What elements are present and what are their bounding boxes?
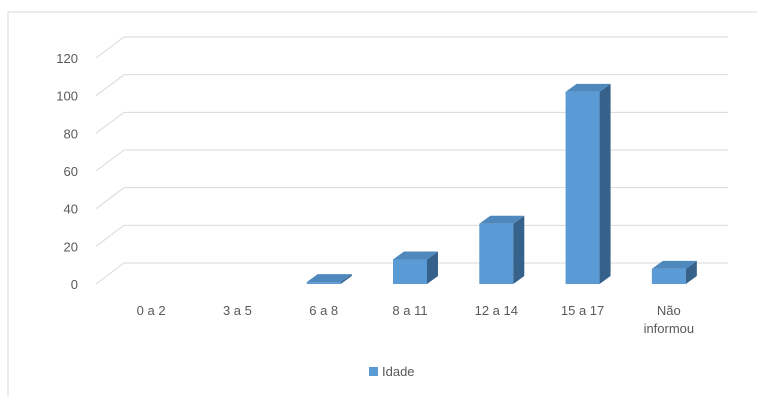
gridline xyxy=(95,224,728,247)
bar-side xyxy=(340,274,352,284)
x-tick-label: 8 a 11 xyxy=(392,303,427,318)
bar-front xyxy=(651,268,686,284)
bar-top xyxy=(393,251,438,260)
gridline xyxy=(95,262,728,285)
bar-front xyxy=(565,91,600,285)
gridline xyxy=(95,36,728,59)
gridlines xyxy=(95,36,728,285)
y-axis-ticks: 0 20 40 60 80 100 120 xyxy=(56,51,78,292)
x-axis-ticks: 0 a 2 3 a 5 6 a 8 8 a 11 12 a 14 15 a 17 Não in… xyxy=(137,303,694,336)
bar-side xyxy=(427,251,438,284)
bar-top xyxy=(651,260,697,269)
x-tick-label: 0 a 2 xyxy=(137,303,166,318)
y-tick-label: 60 xyxy=(64,164,78,179)
bar-front xyxy=(393,259,427,284)
y-tick-label: 80 xyxy=(64,126,78,141)
y-tick-label: 40 xyxy=(64,202,78,217)
legend-swatch xyxy=(369,367,378,376)
bar-top xyxy=(306,274,352,283)
bar-side xyxy=(599,83,611,285)
x-tick-label: 12 a 14 xyxy=(475,303,518,318)
gridline xyxy=(95,74,728,97)
y-tick-label: 20 xyxy=(64,239,78,254)
legend-label: Idade xyxy=(382,364,415,379)
gridline xyxy=(95,187,728,210)
bar-side xyxy=(513,215,525,284)
x-tick-label: 3 a 5 xyxy=(223,303,252,318)
legend: Idade xyxy=(369,364,415,379)
bar-front xyxy=(479,223,514,284)
bars xyxy=(306,83,697,285)
x-tick-label: 6 a 8 xyxy=(309,303,338,318)
y-tick-label: 100 xyxy=(56,89,78,104)
y-tick-label: 120 xyxy=(56,51,78,66)
x-tick-label: 15 a 17 xyxy=(561,303,604,318)
x-tick-label: Não xyxy=(657,303,681,318)
gridline xyxy=(95,149,728,172)
bar-top xyxy=(479,215,525,224)
x-tick-label: informou xyxy=(644,321,695,336)
y-tick-label: 0 xyxy=(71,277,78,292)
bar-front xyxy=(306,282,341,284)
bar-top xyxy=(565,83,611,92)
bar-side xyxy=(685,260,697,284)
gridline xyxy=(95,111,728,134)
